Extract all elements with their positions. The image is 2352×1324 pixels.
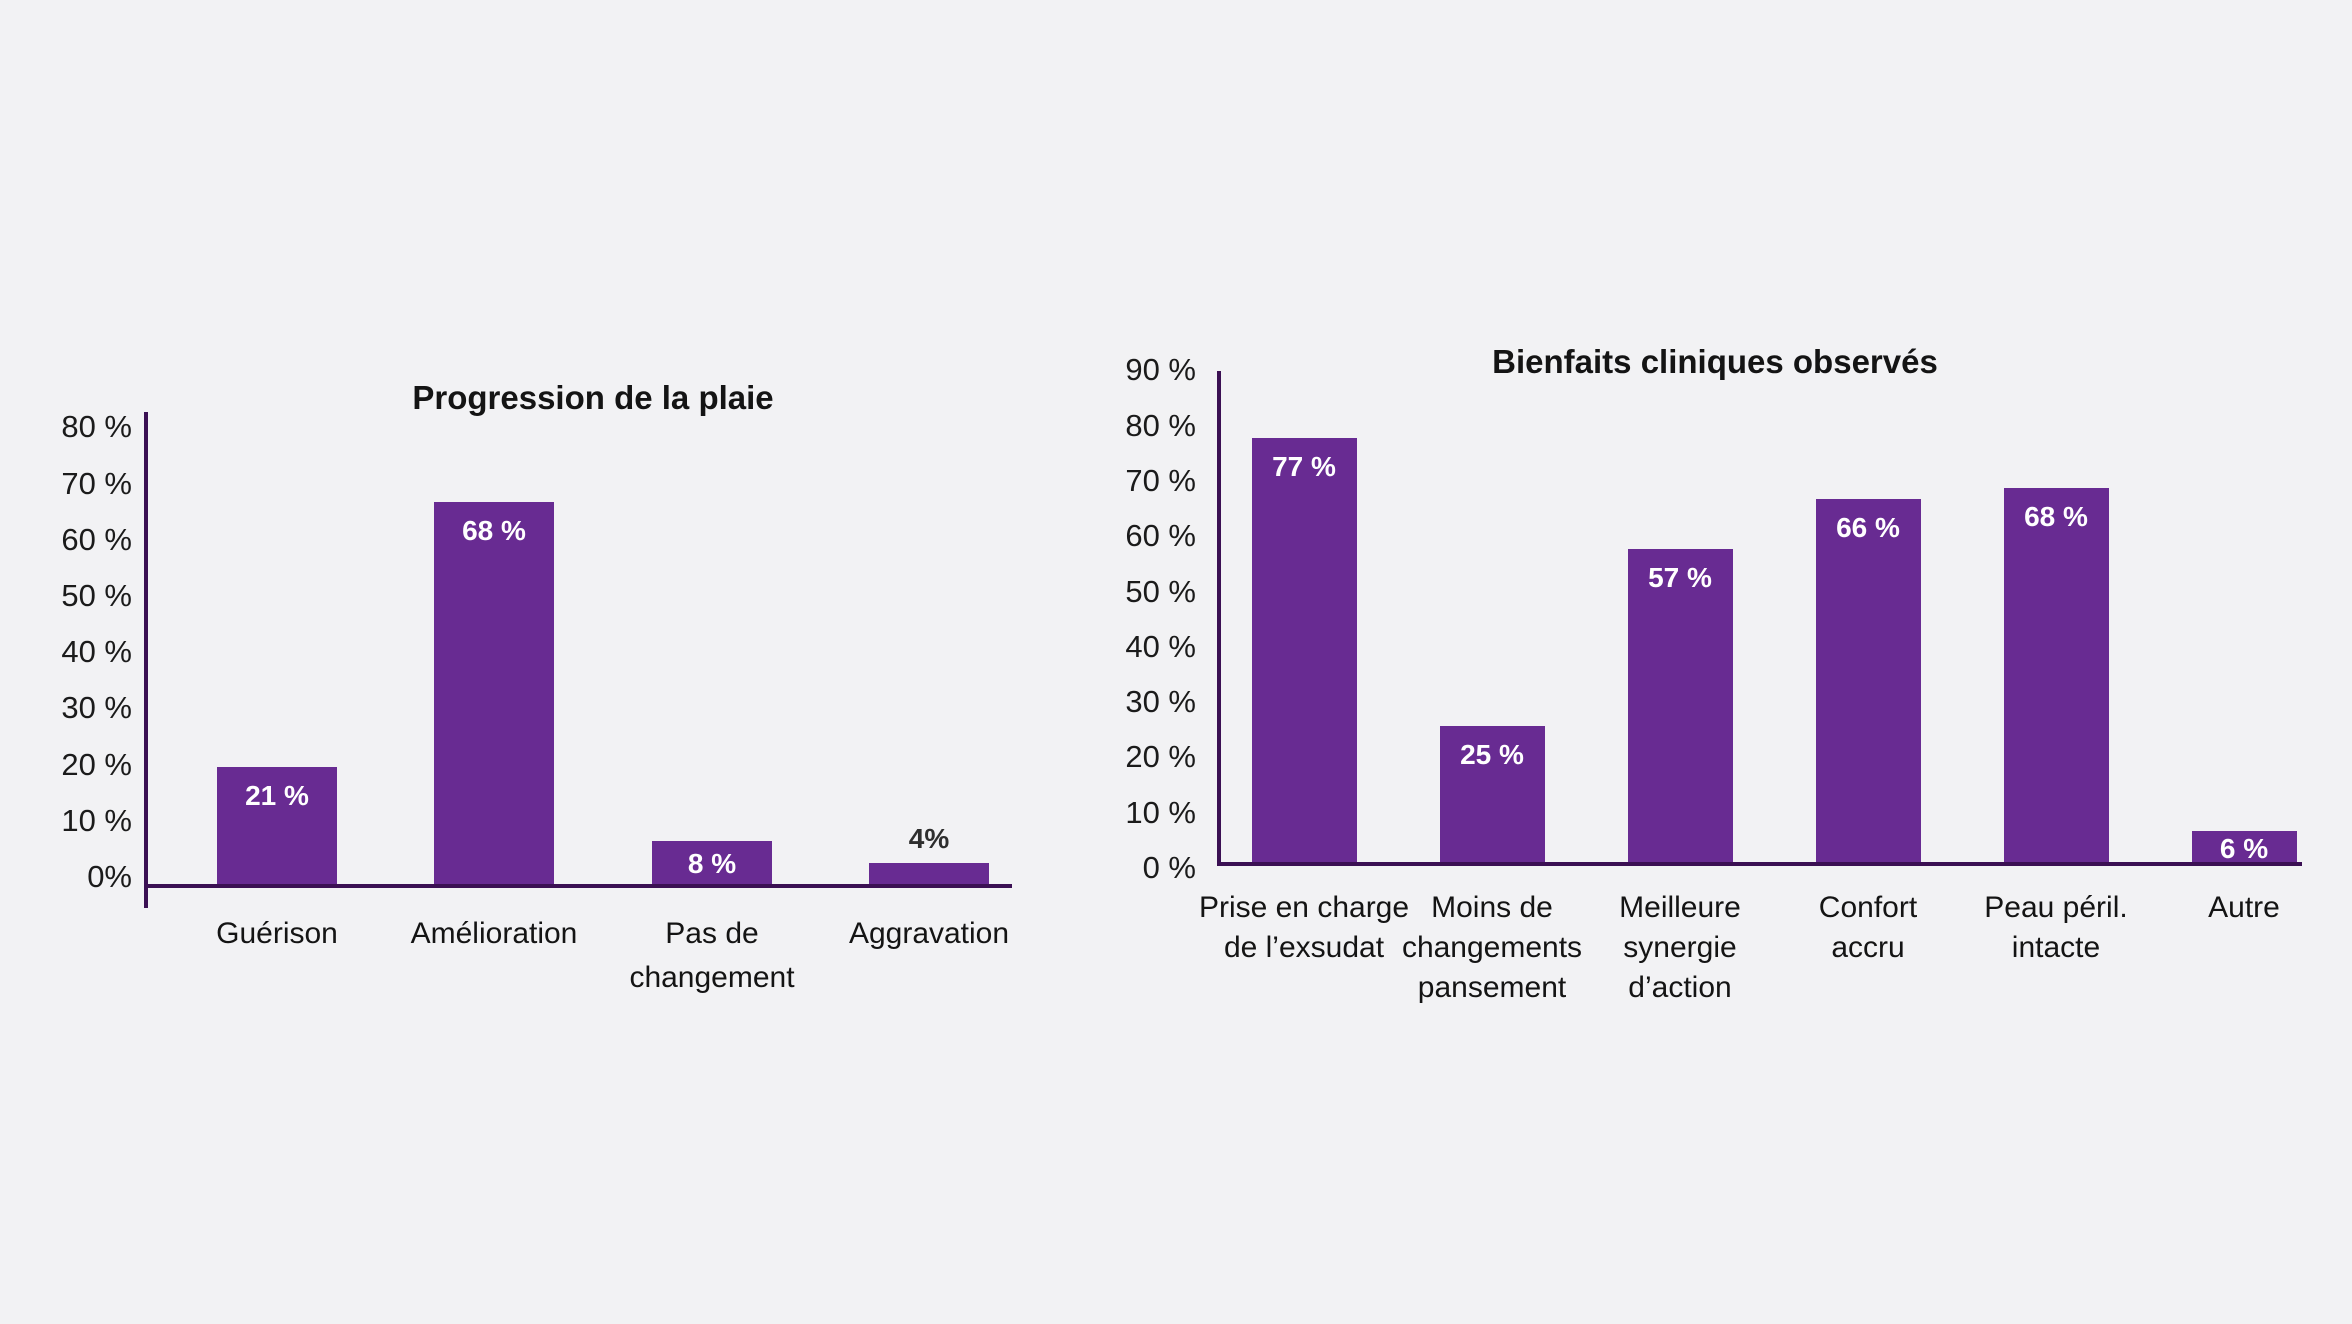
category-label-line: Autre bbox=[2208, 891, 2280, 924]
category-label-line: changement bbox=[629, 961, 795, 994]
y-tick-label: 30 % bbox=[61, 690, 132, 726]
category-label: Guérison bbox=[216, 912, 338, 956]
bar bbox=[869, 863, 989, 886]
y-tick-label: 10 % bbox=[1125, 794, 1196, 830]
y-tick-label: 50 % bbox=[1125, 573, 1196, 609]
category-label: Amélioration bbox=[411, 912, 578, 956]
bar-value-label: 6 % bbox=[2219, 833, 2269, 864]
bar bbox=[652, 841, 772, 886]
y-tick-label: 80 % bbox=[1125, 407, 1196, 443]
category-label-line: accru bbox=[1831, 931, 1905, 964]
chart-title-clinical-benefits: Bienfaits cliniques observés bbox=[1492, 343, 1938, 380]
category-label: Confort accru bbox=[1819, 888, 1917, 968]
category-label-line: Meilleure bbox=[1619, 891, 1741, 924]
bar-value-label: 21 % bbox=[245, 780, 309, 811]
y-tick-label: 20 % bbox=[61, 746, 132, 782]
bar-value-label: 25 % bbox=[1460, 739, 1524, 770]
category-label-line: pansement bbox=[1417, 971, 1567, 1004]
category-label: Autre bbox=[2208, 888, 2280, 928]
bar bbox=[434, 502, 554, 886]
category-label-line: de l’exsudat bbox=[1223, 931, 1385, 964]
y-tick-label: 0 % bbox=[1142, 850, 1196, 885]
bar-value-label: 77 % bbox=[1272, 451, 1336, 482]
bar-value-label: 8 % bbox=[687, 847, 737, 879]
y-tick-label: 40 % bbox=[61, 634, 132, 670]
bar bbox=[1627, 549, 1733, 864]
category-label-line: Peau péril. bbox=[1984, 891, 2128, 924]
y-axis-line bbox=[144, 412, 148, 908]
bar-value-label: 68 % bbox=[2024, 501, 2088, 532]
category-label-line: Prise en charge bbox=[1198, 891, 1410, 924]
bar-value-label: 66 % bbox=[1836, 512, 1900, 543]
y-axis-line bbox=[1217, 371, 1221, 866]
y-tick-label: 60 % bbox=[61, 521, 132, 557]
category-label-line: synergie bbox=[1623, 931, 1737, 964]
y-tick-label: 60 % bbox=[1125, 518, 1196, 554]
bar bbox=[2191, 831, 2297, 864]
category-label: Moins de changements pansement bbox=[1402, 888, 1582, 1008]
y-tick-label: 90 % bbox=[1125, 352, 1196, 388]
bar bbox=[217, 767, 337, 886]
y-tick-label: 10 % bbox=[61, 802, 132, 838]
category-label-line: Confort bbox=[1818, 891, 1918, 924]
chart-title-wound-progression: Progression de la plaie bbox=[412, 379, 774, 416]
category-label-line: Moins de bbox=[1431, 891, 1553, 924]
category-label-line: Aggravation bbox=[848, 917, 1010, 950]
y-tick-label: 50 % bbox=[61, 578, 132, 613]
category-label-line: d’action bbox=[1628, 971, 1732, 1004]
y-tick-label: 70 % bbox=[61, 465, 132, 501]
category-label-line: Pas de bbox=[665, 917, 759, 950]
y-tick-label: 70 % bbox=[1125, 462, 1196, 498]
bar-value-label: 57 % bbox=[1648, 562, 1712, 593]
bar-value-label: 68 % bbox=[462, 515, 526, 546]
x-axis-line bbox=[1217, 862, 2302, 866]
y-tick-label: 30 % bbox=[1125, 684, 1196, 720]
y-tick-label: 40 % bbox=[1125, 628, 1196, 664]
x-axis-line bbox=[144, 884, 1012, 888]
category-label-line: intacte bbox=[2011, 931, 2101, 964]
bar-value-label: 4% bbox=[908, 823, 950, 854]
category-label: Pas de changement bbox=[629, 912, 794, 1000]
bar bbox=[1439, 726, 1545, 864]
y-tick-label: 0% bbox=[87, 859, 132, 894]
category-label-line: Amélioration bbox=[410, 917, 578, 950]
category-label-line: Guérison bbox=[216, 917, 338, 950]
bar bbox=[2003, 488, 2109, 864]
category-label-line: changements bbox=[1401, 931, 1583, 964]
bar bbox=[1815, 499, 1921, 864]
category-label: Peau péril. intacte bbox=[1984, 888, 2127, 968]
category-label: Prise en charge de l’exsudat bbox=[1199, 888, 1409, 968]
category-label: Aggravation bbox=[849, 912, 1009, 956]
bar bbox=[1251, 438, 1357, 864]
y-tick-label: 80 % bbox=[61, 409, 132, 445]
y-tick-label: 20 % bbox=[1125, 739, 1196, 775]
category-label: Meilleure synergie d’action bbox=[1619, 888, 1741, 1008]
